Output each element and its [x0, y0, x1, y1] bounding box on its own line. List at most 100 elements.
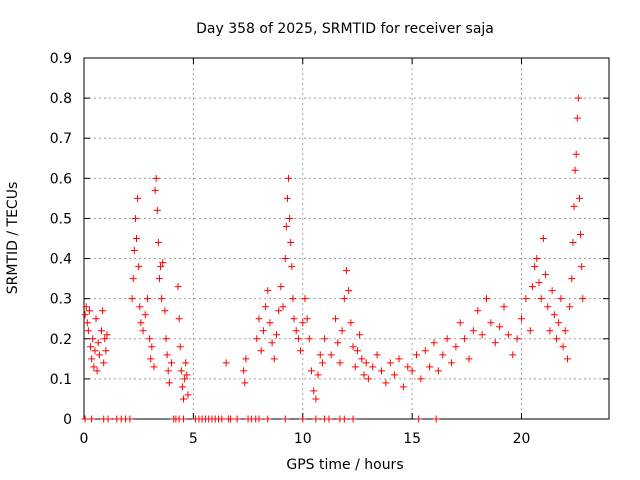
- data-point: [87, 343, 95, 351]
- data-point: [100, 359, 108, 367]
- data-point: [88, 355, 96, 363]
- x-axis-label: GPS time / hours: [286, 457, 403, 473]
- data-point: [364, 375, 372, 383]
- zero-data-point: [104, 415, 112, 423]
- data-point: [563, 355, 571, 363]
- data-point: [469, 327, 477, 335]
- data-point: [162, 335, 170, 343]
- data-point: [373, 351, 381, 359]
- data-point: [513, 335, 521, 343]
- data-point: [129, 275, 137, 283]
- data-point: [151, 186, 159, 194]
- y-tick-label: 0: [63, 412, 72, 428]
- y-tick-label: 0.5: [50, 211, 72, 227]
- data-point: [360, 371, 368, 379]
- data-point: [378, 367, 385, 375]
- y-tick-label: 0.1: [50, 372, 72, 388]
- data-point: [579, 295, 587, 303]
- plot-frame: [83, 57, 610, 420]
- data-point: [349, 343, 357, 351]
- data-point: [283, 194, 291, 202]
- zero-data-point: [180, 415, 188, 423]
- data-point: [327, 351, 335, 359]
- data-point: [465, 355, 473, 363]
- data-point: [522, 295, 530, 303]
- data-point: [334, 339, 342, 347]
- data-point: [430, 339, 438, 347]
- data-point: [287, 239, 295, 247]
- zero-data-point: [325, 415, 333, 423]
- x-tick-label: 15: [403, 431, 421, 447]
- data-point: [456, 319, 464, 327]
- data-point: [177, 367, 185, 375]
- data-point: [93, 367, 101, 375]
- data-point: [478, 331, 486, 339]
- data-point: [99, 307, 107, 315]
- data-point: [332, 315, 340, 323]
- data-point: [386, 359, 394, 367]
- data-point: [544, 303, 552, 311]
- data-point: [509, 351, 517, 359]
- data-point: [161, 307, 169, 315]
- data-point: [242, 355, 250, 363]
- data-point: [139, 327, 147, 335]
- data-point: [578, 263, 586, 271]
- data-point: [89, 335, 97, 343]
- data-point: [461, 335, 469, 343]
- data-point: [358, 355, 366, 363]
- data-point: [518, 315, 525, 323]
- data-point: [94, 339, 102, 347]
- data-point: [174, 283, 182, 291]
- data-point: [84, 327, 92, 335]
- data-point: [382, 379, 390, 387]
- data-point: [158, 295, 166, 303]
- data-point: [421, 347, 429, 355]
- data-point: [568, 275, 576, 283]
- data-point: [537, 295, 545, 303]
- y-tick-label: 0.3: [50, 292, 72, 308]
- data-point: [264, 287, 272, 295]
- data-point: [136, 303, 144, 311]
- x-tick-label: 5: [189, 431, 198, 447]
- data-point: [240, 367, 248, 375]
- data-point: [175, 315, 183, 323]
- x-tick-label: 10: [294, 431, 312, 447]
- zero-data-point: [312, 415, 320, 423]
- data-point: [391, 371, 399, 379]
- data-point: [500, 303, 508, 311]
- data-point: [181, 375, 189, 383]
- data-point: [566, 303, 574, 311]
- data-point: [143, 295, 151, 303]
- data-point: [395, 355, 403, 363]
- zero-data-point: [299, 415, 307, 423]
- data-point: [279, 303, 287, 311]
- data-point: [491, 339, 499, 347]
- data-point: [574, 94, 582, 102]
- data-point: [356, 331, 364, 339]
- data-point: [297, 347, 305, 355]
- data-point: [345, 287, 353, 295]
- data-point: [92, 315, 100, 323]
- data-point: [550, 311, 558, 319]
- data-point: [101, 335, 109, 343]
- data-point: [95, 351, 103, 359]
- data-point: [270, 355, 278, 363]
- data-point: [347, 319, 355, 327]
- data-point: [180, 395, 188, 403]
- data-point: [134, 194, 142, 202]
- data-point: [266, 319, 274, 327]
- data-point: [526, 327, 534, 335]
- data-point: [528, 283, 536, 291]
- data-point: [163, 351, 171, 359]
- data-point: [90, 363, 98, 371]
- data-point: [103, 331, 111, 339]
- data-point: [182, 359, 190, 367]
- data-point: [338, 327, 346, 335]
- data-point: [152, 174, 160, 182]
- data-point: [308, 367, 315, 375]
- x-axis-ticks: 0 5 10 15 20: [80, 58, 530, 447]
- data-point: [413, 351, 420, 359]
- data-point: [178, 383, 186, 391]
- data-point: [183, 371, 191, 379]
